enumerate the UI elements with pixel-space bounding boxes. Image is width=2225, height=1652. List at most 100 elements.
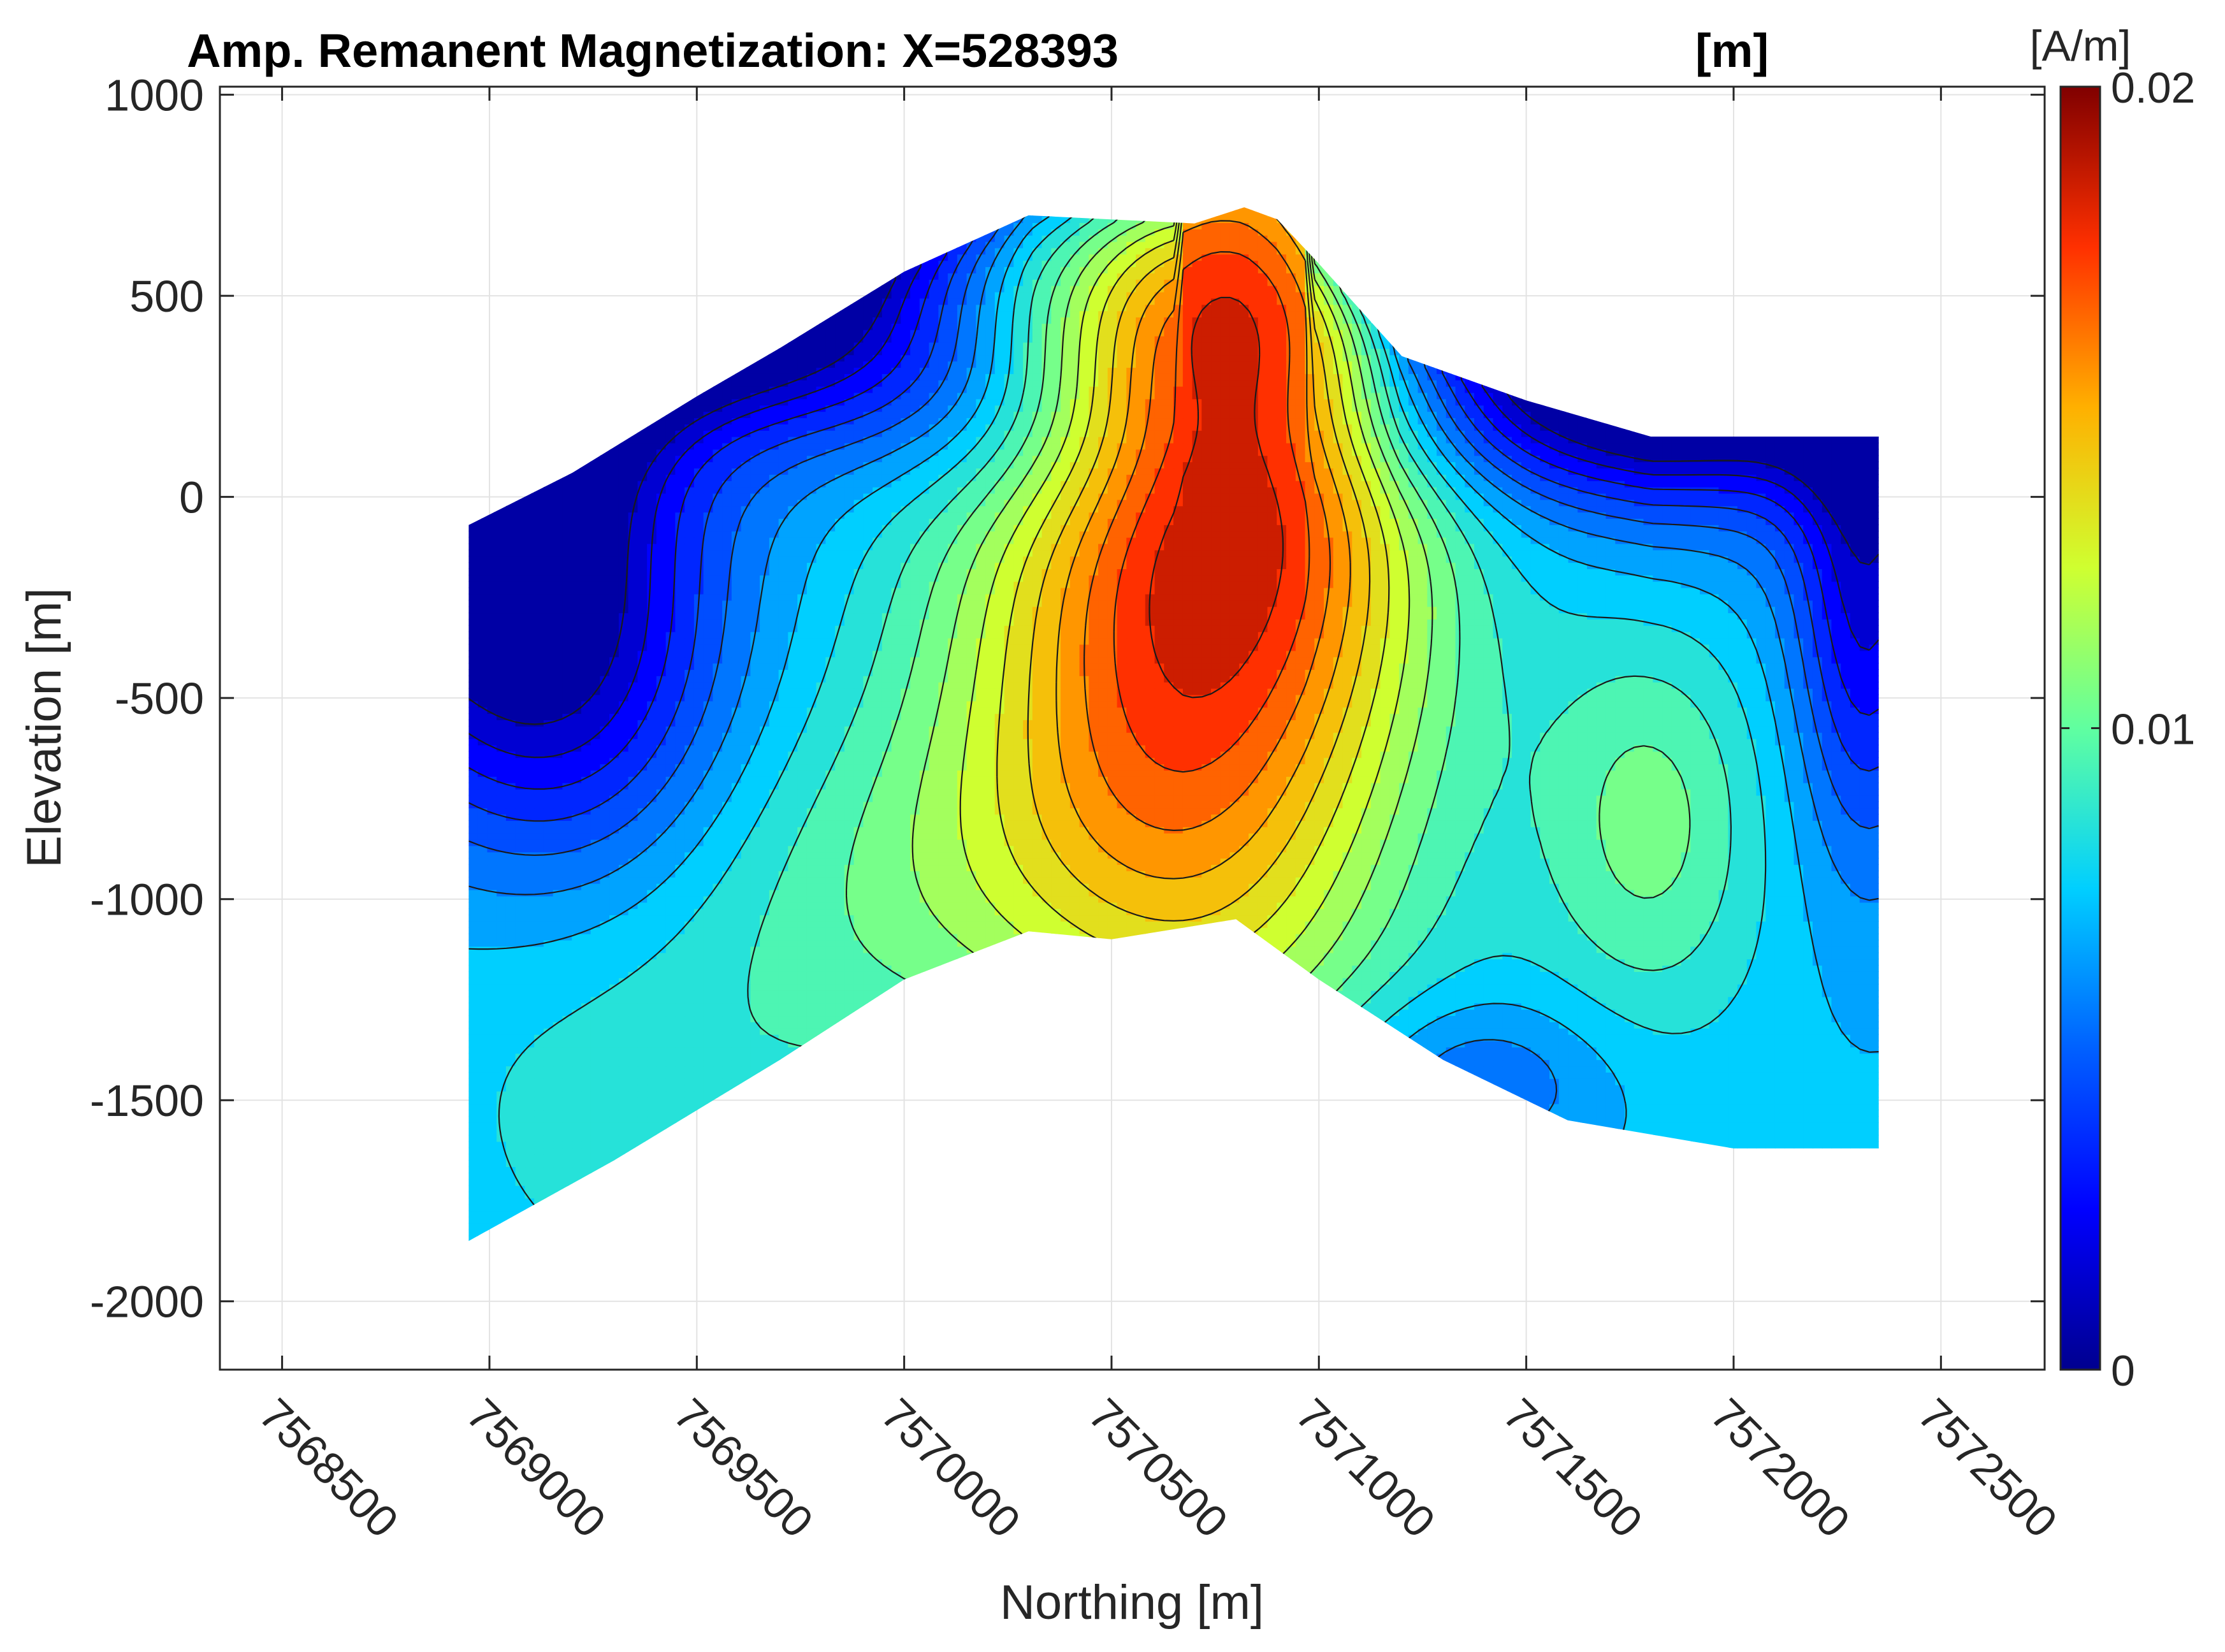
contour-cell: [553, 1091, 563, 1098]
contour-cell: [506, 971, 516, 978]
contour-cell: [562, 927, 572, 934]
contour-cell: [468, 1217, 479, 1224]
contour-cell: [1484, 984, 1494, 991]
contour-cell: [760, 883, 770, 890]
contour-cell: [892, 858, 902, 865]
contour-cell: [1371, 902, 1381, 909]
contour-cell: [1230, 871, 1240, 878]
contour-cell: [647, 1003, 657, 1010]
contour-cell: [1521, 946, 1532, 953]
contour-cell: [572, 952, 582, 959]
contour-cell: [694, 1072, 704, 1079]
contour-cell: [496, 1179, 507, 1186]
contour-cell: [1597, 971, 1607, 978]
contour-cell: [516, 883, 526, 890]
contour-cell: [1813, 1015, 1823, 1022]
contour-cell: [1831, 1116, 1841, 1123]
contour-cell: [628, 959, 639, 966]
contour-cell: [1361, 895, 1372, 902]
contour-cell: [1173, 858, 1184, 865]
contour-cell: [1333, 915, 1344, 922]
contour-cell: [647, 959, 657, 966]
contour-cell: [1756, 1003, 1766, 1010]
contour-cell: [1765, 902, 1776, 909]
contour-cell: [1277, 921, 1287, 928]
contour-cell: [1456, 952, 1466, 959]
contour-cell: [647, 858, 657, 865]
contour-cell: [591, 934, 601, 941]
contour-cell: [1493, 1022, 1504, 1029]
contour-cell: [1258, 864, 1268, 871]
contour-cell: [1803, 996, 1813, 1003]
contour-cell: [1221, 864, 1231, 871]
contour-cell: [1728, 927, 1738, 934]
contour-cell: [1437, 984, 1447, 991]
contour-cell: [1531, 871, 1541, 878]
contour-cell: [1418, 1009, 1428, 1016]
contour-cell: [1785, 895, 1795, 902]
contour-cell: [835, 877, 845, 884]
contour-cell: [788, 934, 798, 941]
contour-cell: [487, 1091, 497, 1098]
contour-cell: [920, 858, 930, 865]
contour-cell: [1549, 1059, 1560, 1066]
contour-cell: [694, 934, 704, 941]
contour-cell: [722, 1072, 732, 1079]
contour-cell: [544, 1059, 554, 1066]
contour-cell: [1869, 890, 1879, 897]
contour-cell: [487, 1192, 497, 1199]
contour-cell: [750, 1047, 760, 1054]
contour-cell: [506, 1047, 516, 1054]
contour-cell: [1456, 1059, 1466, 1066]
contour-cell: [1559, 1091, 1569, 1098]
contour-cell: [1756, 984, 1766, 991]
contour-cell: [534, 1192, 544, 1199]
contour-cell: [1785, 1122, 1795, 1129]
contour-cell: [496, 915, 507, 922]
contour-cell: [1456, 959, 1466, 966]
contour-cell: [1644, 946, 1654, 953]
contour-cell: [1427, 1003, 1437, 1010]
contour-cell: [1813, 1135, 1823, 1142]
contour-cell: [722, 1059, 732, 1066]
contour-cell: [1690, 1103, 1700, 1110]
contour-cell: [1361, 990, 1372, 997]
contour-cell: [468, 1173, 479, 1180]
contour-cell: [1597, 858, 1607, 865]
contour-cell: [496, 908, 507, 915]
contour-cell: [797, 946, 808, 953]
contour-cell: [835, 1009, 845, 1016]
contour-cell: [704, 1003, 714, 1010]
contour-cell: [534, 1097, 544, 1104]
contour-cell: [1587, 1066, 1597, 1073]
contour-cell: [1569, 927, 1579, 934]
contour-cell: [619, 946, 629, 953]
contour-cell: [1803, 1110, 1813, 1117]
contour-cell: [741, 915, 751, 922]
contour-cell: [591, 965, 601, 972]
contour-cell: [572, 1135, 582, 1142]
contour-cell: [1502, 908, 1512, 915]
contour-cell: [666, 927, 676, 934]
contour-cell: [675, 883, 685, 890]
contour-cell: [1737, 934, 1748, 941]
contour-cell: [1597, 1103, 1607, 1110]
contour-cell: [967, 921, 977, 928]
contour-cell: [1484, 858, 1494, 865]
contour-cell: [1709, 1003, 1720, 1010]
contour-cell: [506, 1135, 516, 1142]
contour-cell: [525, 1034, 535, 1041]
contour-cell: [1587, 895, 1597, 902]
contour-cell: [619, 996, 629, 1003]
contour-cell: [525, 1154, 535, 1161]
contour-cell: [553, 1053, 563, 1060]
contour-cell: [1728, 890, 1738, 897]
contour-cell: [572, 1078, 582, 1085]
contour-cell: [704, 1047, 714, 1054]
contour-cell: [1747, 940, 1757, 947]
contour-cell: [1192, 877, 1203, 884]
contour-cell: [619, 1072, 629, 1079]
contour-cell: [506, 1097, 516, 1104]
contour-cell: [1662, 1097, 1672, 1104]
contour-cell: [496, 877, 507, 884]
